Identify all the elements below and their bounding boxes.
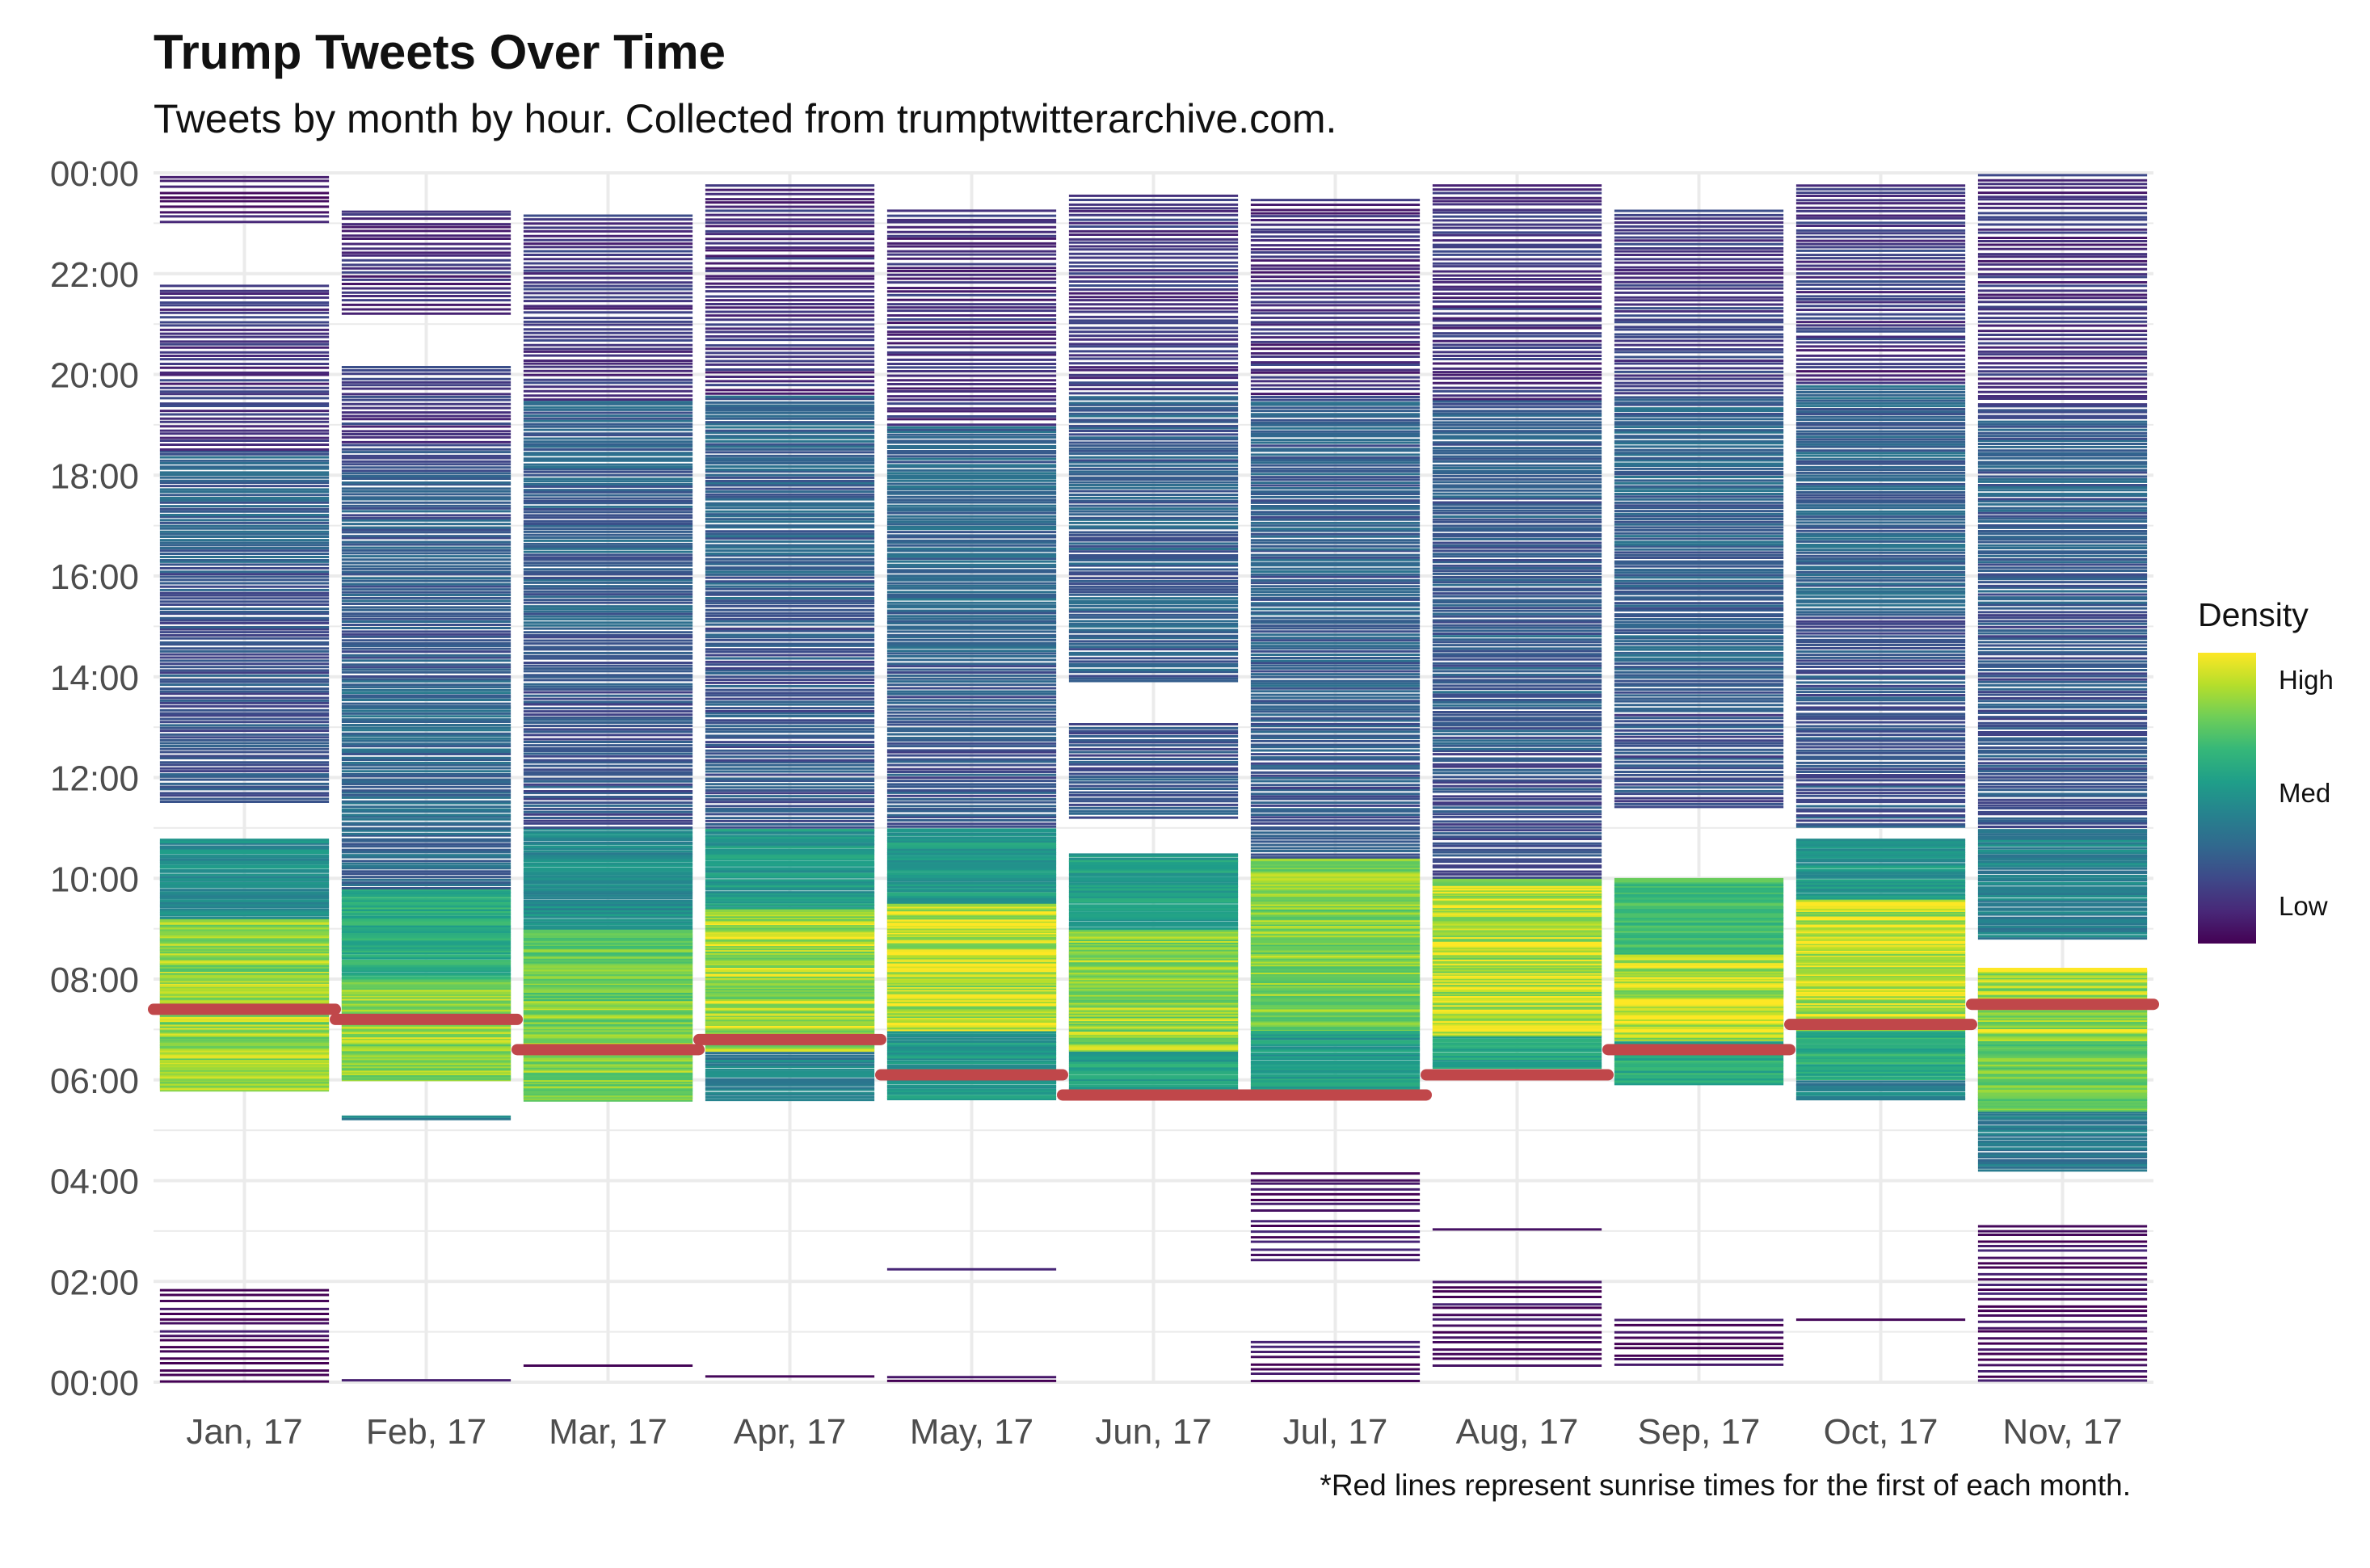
month-column-0 — [159, 175, 330, 1383]
month-column-9 — [1795, 184, 1966, 1322]
y-tick-label: 22:00 — [50, 255, 139, 295]
x-tick-label: Jul, 17 — [1283, 1412, 1388, 1452]
x-tick-label: Aug, 17 — [1456, 1412, 1579, 1452]
y-tick-label: 14:00 — [50, 658, 139, 698]
y-axis-ticks: 00:00 02:00 04:00 06:00 08:00 10:00 12:00 14:00… — [50, 154, 139, 1403]
x-tick-label: Feb, 17 — [366, 1412, 486, 1452]
x-tick-label: Apr, 17 — [734, 1412, 846, 1452]
legend-title: Density — [2198, 596, 2309, 633]
x-tick-label: Nov, 17 — [2002, 1412, 2122, 1452]
month-column-1 — [341, 210, 511, 1382]
y-tick-label: 00:00 — [50, 154, 139, 194]
month-column-5 — [1068, 194, 1239, 1091]
month-column-8 — [1614, 209, 1784, 1366]
month-column-6 — [1250, 199, 1421, 1382]
y-tick-label: 10:00 — [50, 860, 139, 899]
x-tick-label: Jan, 17 — [186, 1412, 302, 1452]
y-tick-label: 02:00 — [50, 1263, 139, 1302]
legend-label-med: Med — [2279, 778, 2331, 808]
legend-label-high: High — [2279, 665, 2334, 695]
y-tick-label: 08:00 — [50, 961, 139, 1000]
x-tick-label: Oct, 17 — [1824, 1412, 1939, 1452]
legend-colorbar — [2198, 653, 2256, 944]
legend-label-low: Low — [2279, 891, 2328, 921]
y-tick-label: 18:00 — [50, 456, 139, 496]
y-tick-label: 16:00 — [50, 557, 139, 597]
y-tick-label: 12:00 — [50, 759, 139, 799]
chart-title: Trump Tweets Over Time — [154, 25, 726, 79]
chart-subtitle: Tweets by month by hour. Collected from … — [154, 96, 1337, 141]
x-tick-label: Mar, 17 — [549, 1412, 667, 1452]
month-column-3 — [705, 184, 875, 1378]
month-column-4 — [886, 209, 1057, 1382]
sunrise-lines-layer — [148, 998, 2159, 1101]
x-tick-label: Sep, 17 — [1638, 1412, 1761, 1452]
x-tick-label: May, 17 — [910, 1412, 1033, 1452]
month-column-7 — [1432, 184, 1602, 1367]
legend: Density High Med Low — [2198, 596, 2359, 968]
y-tick-label: 06:00 — [50, 1061, 139, 1101]
tweet-lines-layer — [159, 174, 2148, 1383]
month-column-10 — [1977, 174, 2148, 1382]
y-tick-label: 04:00 — [50, 1162, 139, 1202]
x-tick-label: Jun, 17 — [1095, 1412, 1211, 1452]
y-tick-label: 00:00 — [50, 1364, 139, 1403]
chart-caption: *Red lines represent sunrise times for t… — [1320, 1469, 2131, 1502]
y-tick-label: 20:00 — [50, 356, 139, 396]
x-axis-ticks: Jan, 17 Feb, 17 Mar, 17 Apr, 17 May, 17 Jun, … — [186, 1412, 2122, 1452]
